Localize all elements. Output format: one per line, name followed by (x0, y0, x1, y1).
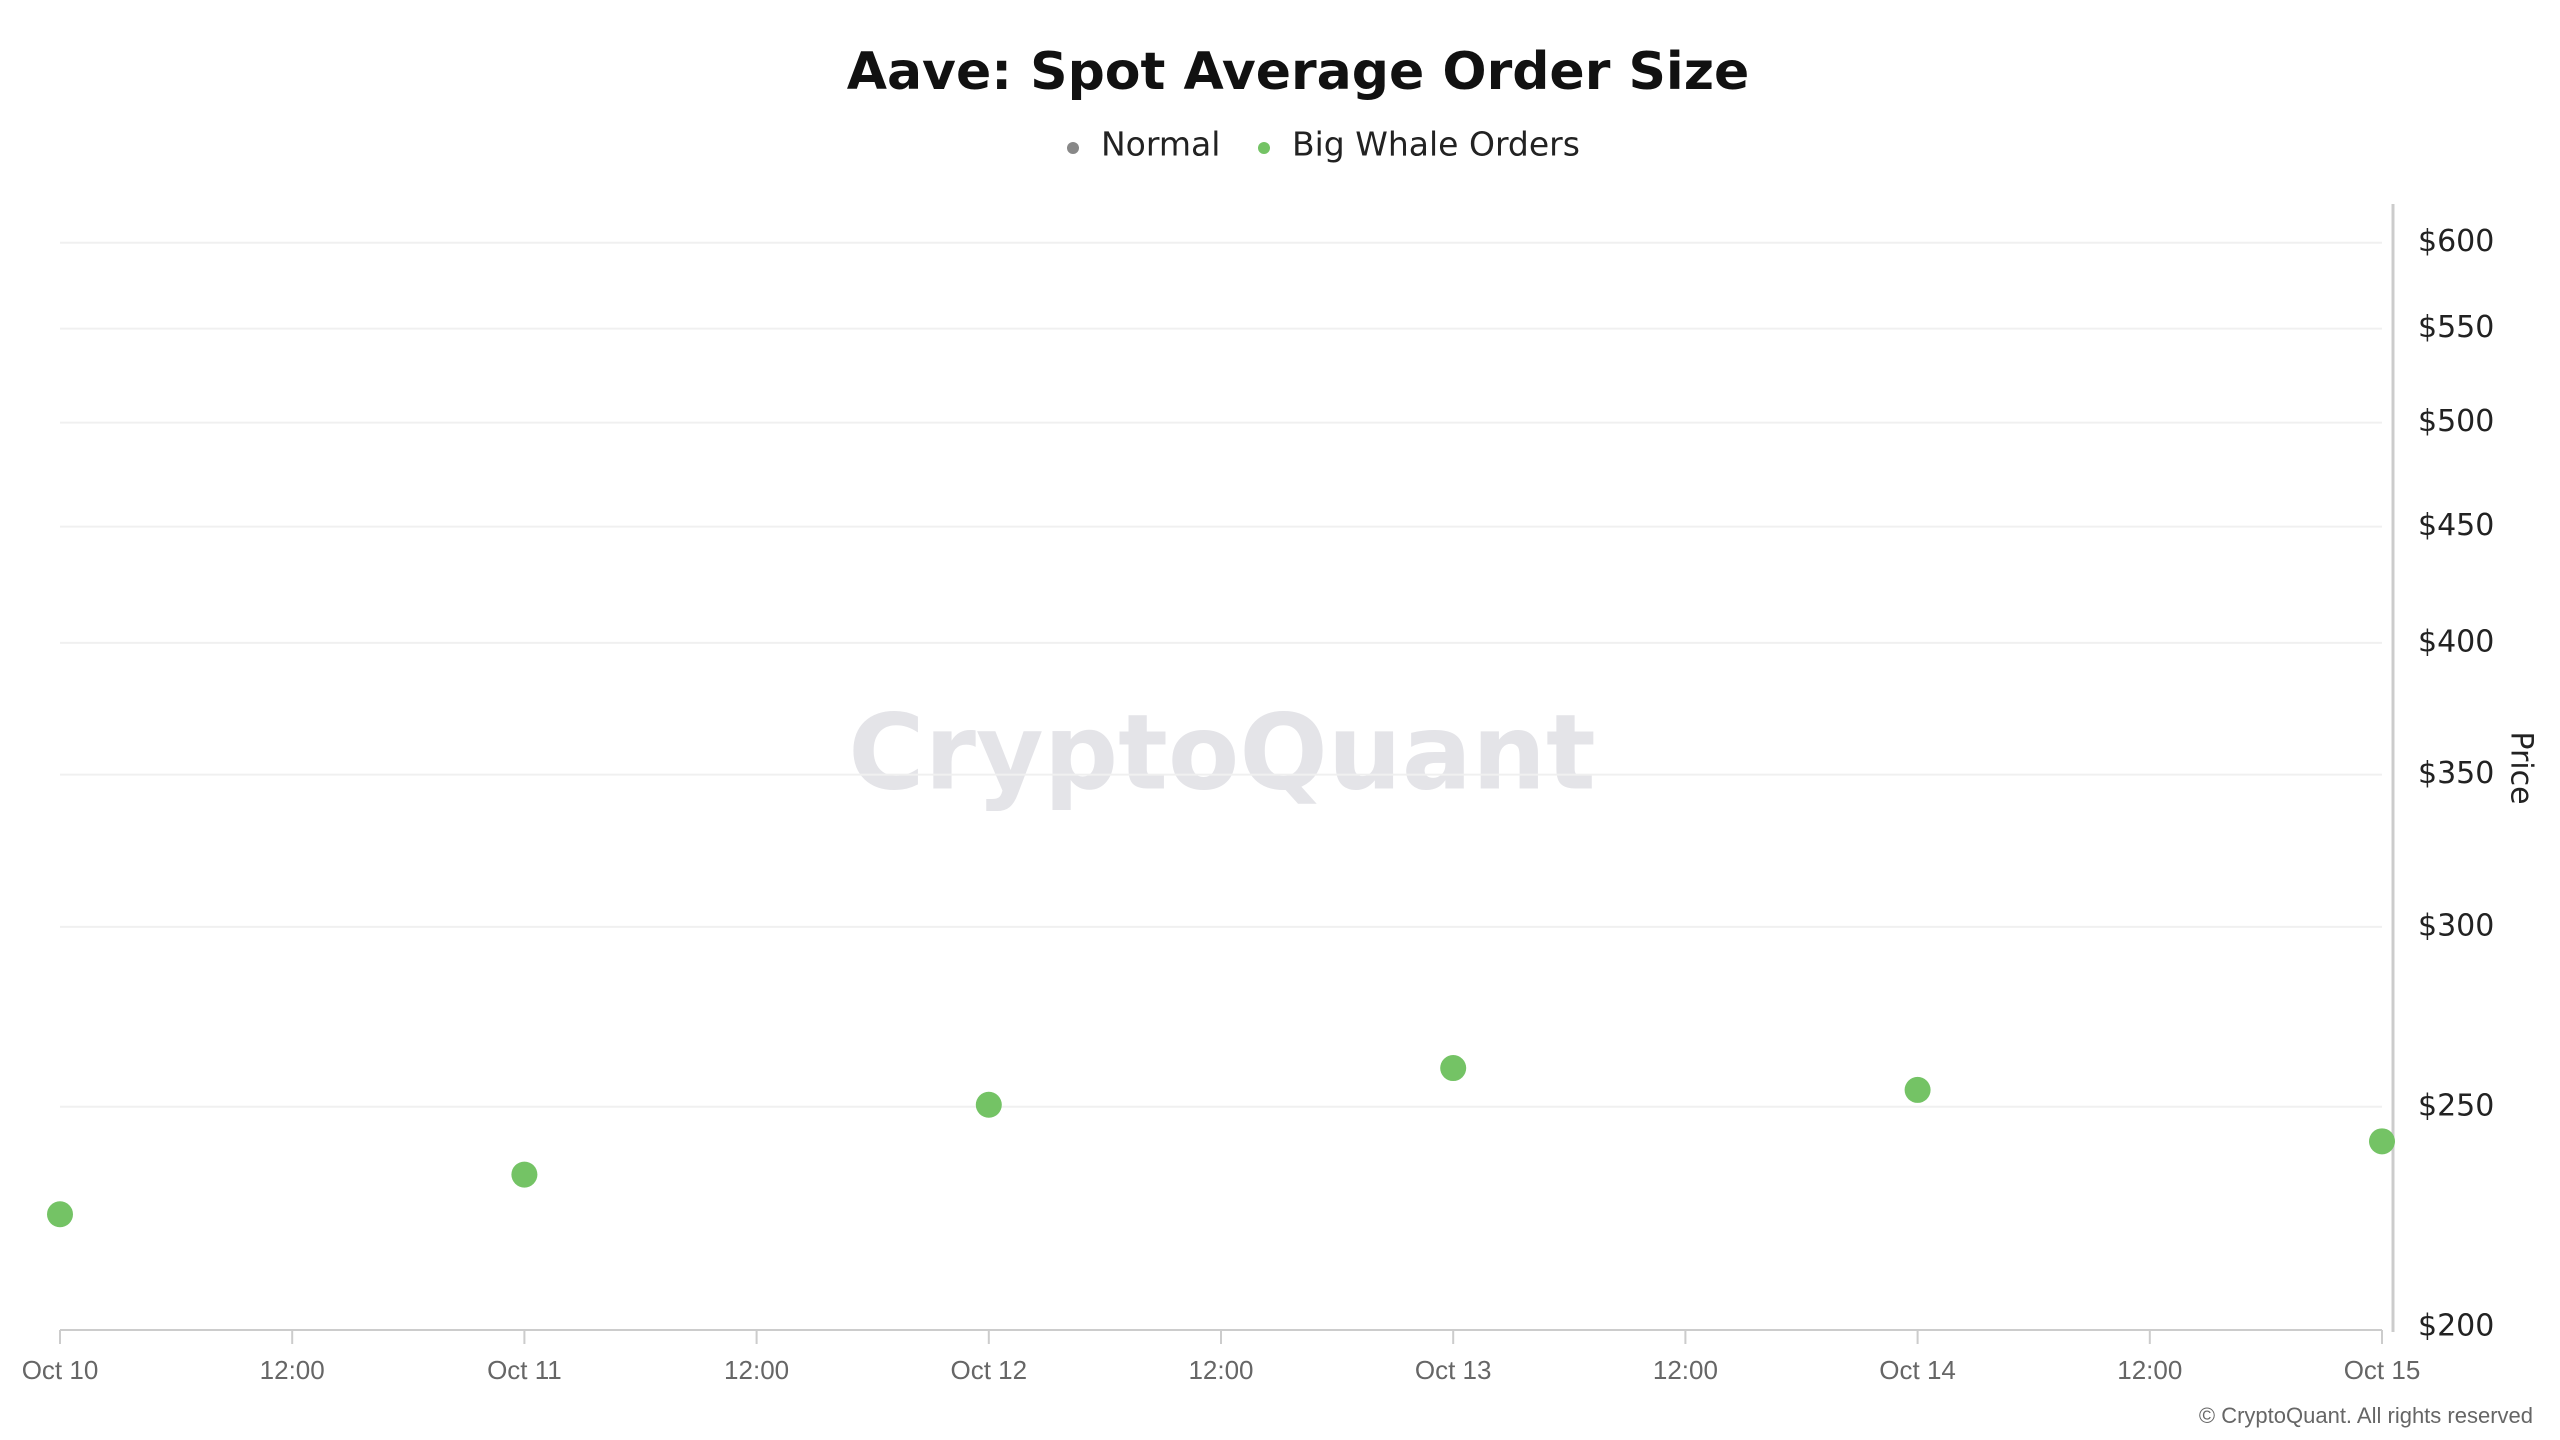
x-tick-label: Oct 12 (951, 1355, 1028, 1385)
y-tick-label: $350 (2418, 756, 2494, 791)
chart-title: Aave: Spot Average Order Size (847, 42, 1750, 102)
point (1904, 1076, 1931, 1103)
copyright: © CryptoQuant. All rights reserved (2199, 1403, 2533, 1428)
x-tick-label: 12:00 (724, 1355, 789, 1385)
y-tick-label: $400 (2418, 624, 2494, 659)
point (1440, 1055, 1467, 1082)
legend-label: Normal (1101, 125, 1220, 164)
y-tick-label: $600 (2418, 224, 2494, 259)
x-tick-label: 12:00 (1653, 1355, 1718, 1385)
x-tick-label: 12:00 (1188, 1355, 1253, 1385)
x-tick-label: 12:00 (2117, 1355, 2182, 1385)
y-tick-label: $300 (2418, 908, 2494, 943)
point (2369, 1128, 2395, 1155)
point (975, 1091, 1002, 1118)
y-tick-label: $500 (2418, 404, 2494, 439)
legend-label: Big Whale Orders (1292, 125, 1580, 164)
legend-marker (1258, 142, 1270, 154)
y-tick-label: $250 (2418, 1088, 2494, 1123)
y-tick-label: $550 (2418, 310, 2494, 345)
x-tick-label: Oct 13 (1415, 1355, 1492, 1385)
x-tick-label: Oct 10 (22, 1355, 99, 1385)
x-tick-label: Oct 15 (2344, 1355, 2421, 1385)
y-tick-label: $450 (2418, 508, 2494, 543)
y-tick-label: $200 (2418, 1309, 2494, 1344)
point (511, 1161, 538, 1188)
y-axis-label: Price (2504, 731, 2539, 804)
watermark: CryptoQuant (848, 691, 1595, 813)
x-tick-label: Oct 11 (487, 1355, 562, 1385)
x-tick-label: 12:00 (260, 1355, 325, 1385)
x-tick-label: Oct 14 (1879, 1355, 1956, 1385)
legend-marker (1067, 142, 1079, 154)
point (47, 1201, 73, 1228)
